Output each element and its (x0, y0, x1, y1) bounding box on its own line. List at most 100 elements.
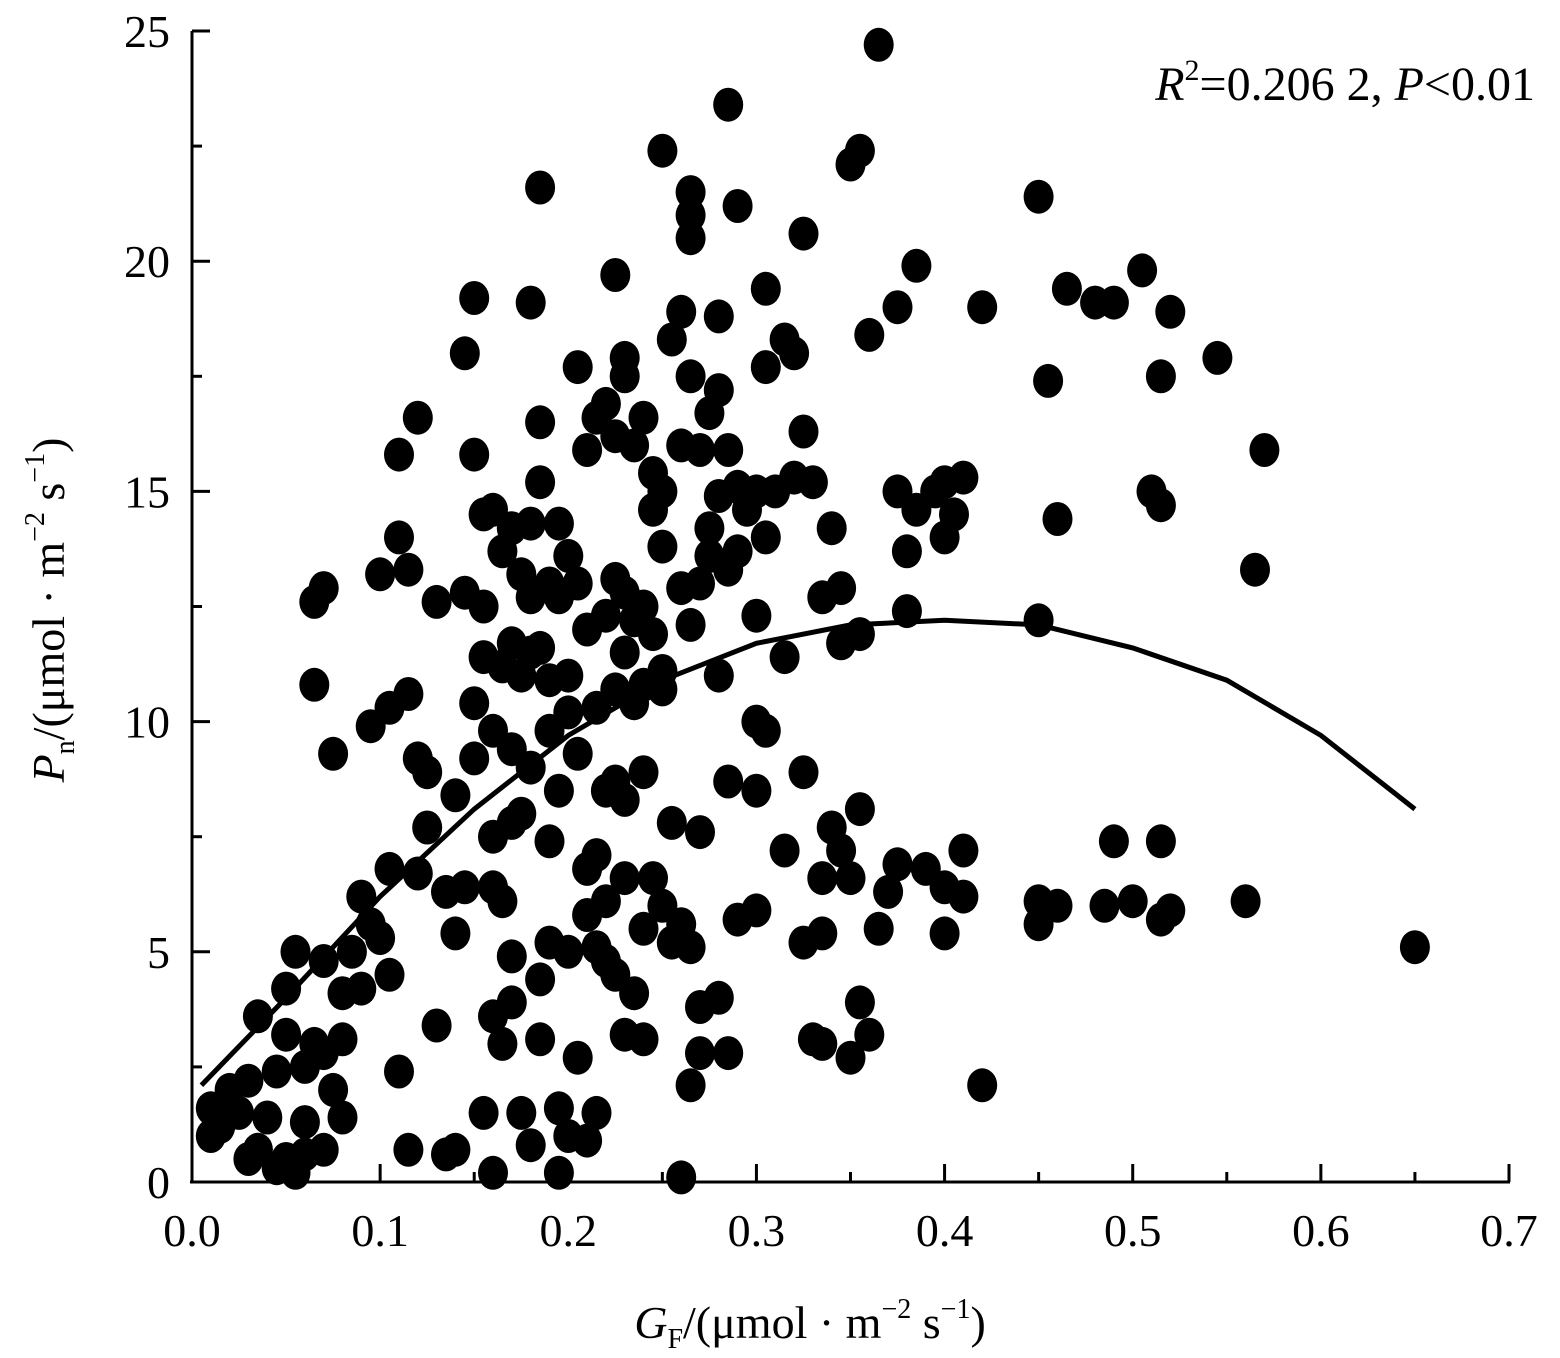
data-point (459, 741, 490, 776)
data-point (318, 736, 349, 771)
data-point (308, 1132, 339, 1167)
data-point (797, 465, 828, 500)
data-point (1249, 433, 1280, 467)
stats-r-value: =0.206 2, (1200, 58, 1395, 111)
data-point (638, 617, 668, 652)
data-point (675, 1068, 706, 1103)
data-point (365, 921, 396, 955)
x-tick-label: 0.5 (1104, 1205, 1162, 1256)
stats-r-symbol: R (1154, 58, 1184, 111)
data-point (374, 851, 405, 886)
data-point (299, 667, 330, 702)
data-point (1098, 285, 1129, 320)
y-tick-label: 25 (124, 6, 170, 57)
x-axis-title-exp1: −2 (881, 1294, 911, 1325)
data-point (525, 465, 556, 500)
data-point (788, 414, 819, 449)
fit-curve (199, 617, 1417, 1088)
data-point (421, 1008, 452, 1043)
data-point (967, 1068, 998, 1103)
data-point (656, 805, 687, 840)
data-point (1127, 253, 1158, 288)
data-point (1145, 488, 1176, 523)
data-point (1145, 824, 1176, 859)
data-point (788, 216, 819, 251)
data-point (402, 856, 433, 891)
data-point (468, 589, 499, 624)
data-point (844, 985, 875, 1020)
y-axis-title-unit-s: s (23, 483, 74, 512)
y-axis-title-exp1: −2 (20, 512, 51, 542)
data-point (525, 962, 556, 997)
data-point (750, 350, 781, 385)
data-point (647, 133, 678, 168)
data-point (562, 736, 593, 771)
data-point (807, 1026, 838, 1061)
data-point (647, 672, 678, 707)
data-point (675, 359, 706, 394)
data-point (882, 290, 913, 325)
data-point (948, 460, 979, 495)
data-point (713, 87, 744, 122)
data-point (685, 815, 715, 850)
data-point (609, 635, 640, 670)
data-point (280, 934, 311, 969)
data-point (901, 248, 932, 283)
data-point (694, 511, 725, 546)
data-point (590, 598, 621, 633)
data-point (412, 810, 443, 845)
data-point (703, 299, 734, 334)
data-point (788, 755, 819, 790)
data-point (459, 281, 490, 315)
data-point (609, 359, 640, 394)
data-point (496, 939, 527, 974)
data-point (440, 1132, 471, 1167)
data-point (327, 1100, 358, 1135)
data-point (572, 433, 603, 467)
data-point (525, 1022, 556, 1057)
data-point (233, 1063, 264, 1098)
points-layer (195, 27, 1430, 1195)
data-point (440, 916, 471, 951)
data-point (412, 755, 443, 790)
data-point (826, 833, 857, 868)
data-point (449, 336, 480, 371)
data-point (675, 607, 706, 642)
data-point (628, 1022, 659, 1057)
data-point (553, 538, 584, 573)
data-point (863, 27, 894, 62)
data-point (1117, 884, 1148, 919)
x-tick-label: 0.7 (1480, 1205, 1538, 1256)
data-point (685, 566, 715, 601)
data-point (656, 322, 687, 357)
stats-r-exponent: 2 (1185, 54, 1200, 87)
data-point (647, 474, 678, 509)
data-point (562, 566, 593, 601)
data-point (619, 976, 650, 1011)
data-point (600, 258, 631, 292)
data-point (1089, 888, 1120, 923)
y-tick-label: 5 (147, 927, 170, 978)
data-point (685, 433, 715, 467)
data-point (713, 1036, 744, 1071)
y-tick-label: 0 (147, 1157, 170, 1208)
data-point (271, 971, 302, 1006)
data-point (487, 1026, 518, 1061)
data-point (816, 511, 847, 546)
data-point (459, 437, 490, 472)
x-tick-label: 0.1 (351, 1205, 409, 1256)
data-point (628, 755, 659, 790)
data-point (581, 838, 612, 873)
data-point (515, 1128, 546, 1163)
data-point (562, 350, 593, 385)
data-point (252, 1100, 283, 1135)
data-point (891, 534, 922, 569)
data-point (572, 1123, 603, 1158)
data-point (384, 1054, 414, 1089)
data-point (844, 792, 875, 827)
data-point (628, 911, 659, 946)
data-point (496, 985, 527, 1020)
data-point (685, 1036, 715, 1071)
data-point (675, 930, 706, 965)
data-point (750, 271, 781, 306)
